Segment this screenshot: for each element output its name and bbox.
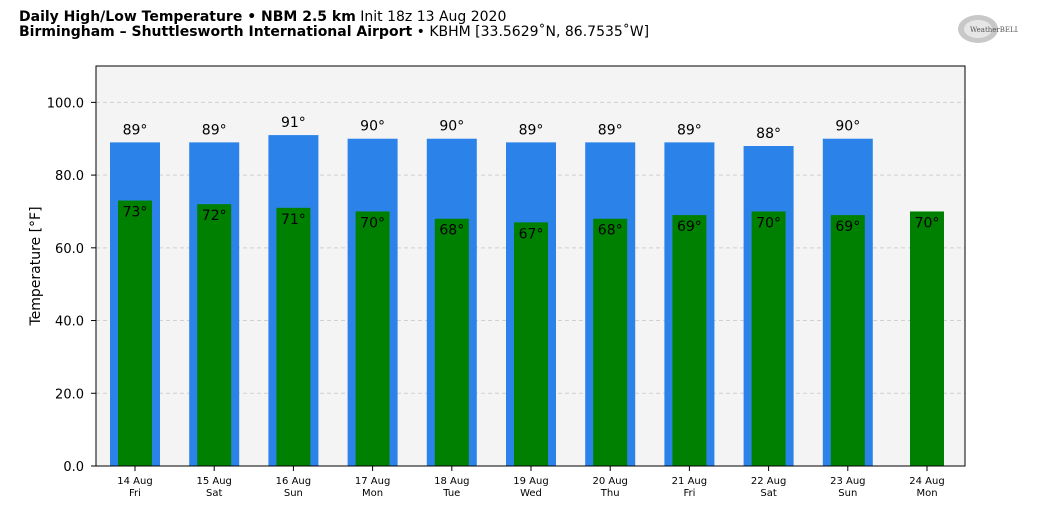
logo-text: WeatherBELL: [970, 26, 1018, 34]
low-temp-label: 70°: [360, 215, 385, 231]
x-tick-date: 21 Aug: [672, 476, 707, 487]
x-tick-date: 20 Aug: [592, 476, 627, 487]
high-temp-label: 89°: [677, 122, 702, 138]
low-temp-bar: [672, 215, 707, 466]
low-temp-label: 72°: [202, 208, 227, 224]
low-temp-label: 68°: [598, 223, 623, 239]
x-tick-day: Thu: [600, 488, 620, 499]
high-temp-label: 91°: [281, 115, 306, 131]
y-tick-label: 40.0: [55, 315, 84, 330]
low-temp-label: 73°: [123, 205, 148, 221]
x-tick-date: 23 Aug: [830, 476, 865, 487]
high-temp-label: 89°: [202, 122, 227, 138]
chart-title-main: Daily High/Low Temperature • NBM 2.5 km: [19, 9, 356, 25]
high-temp-label: 90°: [360, 119, 385, 135]
low-temp-label: 70°: [756, 215, 781, 231]
low-temp-label: 70°: [915, 215, 940, 231]
x-tick-day: Tue: [442, 488, 460, 499]
low-temp-label: 69°: [677, 219, 702, 235]
low-temp-label: 67°: [519, 226, 544, 242]
bars: [110, 135, 944, 466]
chart-init-time: Init 18z 13 Aug 2020: [360, 9, 507, 25]
chart-title: Daily High/Low Temperature • NBM 2.5 km …: [19, 9, 506, 25]
low-temp-bar: [830, 215, 865, 466]
high-temp-label: 89°: [123, 122, 148, 138]
high-temp-label: 89°: [598, 122, 623, 138]
low-temp-bar: [118, 200, 152, 466]
x-tick-date: 18 Aug: [434, 476, 469, 487]
low-temp-bar: [910, 211, 944, 466]
low-temp-label: 71°: [281, 212, 306, 228]
data-labels: 89° 73° 89° 72° 91° 71° 90° 70° 90° 68° 89° 67° 89° 6…: [123, 115, 940, 242]
chart-location: Birmingham – Shuttlesworth International…: [19, 24, 649, 40]
y-tick-label: 80.0: [55, 169, 84, 184]
low-temp-bar: [751, 211, 786, 466]
high-temp-label: 90°: [439, 119, 464, 135]
low-temp-bar: [434, 218, 469, 466]
y-axis-label: Temperature [°F]: [28, 206, 44, 326]
location-coordinates: • KBHM [33.5629˚N, 86.7535˚W]: [416, 24, 650, 40]
low-temp-label: 68°: [439, 223, 464, 239]
high-temp-label: 88°: [756, 126, 781, 142]
low-temp-label: 69°: [835, 219, 860, 235]
x-tick-day: Wed: [520, 488, 542, 499]
y-tick-label: 20.0: [55, 387, 84, 402]
y-tick-label: 60.0: [55, 242, 84, 257]
x-tick-date: 17 Aug: [355, 476, 390, 487]
x-tick-date: 15 Aug: [196, 476, 231, 487]
y-tick-label: 100.0: [47, 96, 84, 111]
x-tick-day: Fri: [683, 488, 695, 499]
x-tick-date: 16 Aug: [276, 476, 311, 487]
weatherbell-logo: WeatherBELL: [958, 15, 1018, 43]
x-tick-day: Sun: [284, 488, 303, 499]
x-tick-day: Sat: [760, 488, 776, 499]
y-axis: 0.0 20.0 40.0 60.0 80.0 100.0: [47, 96, 96, 475]
low-temp-bar: [276, 207, 311, 466]
x-tick-day: Mon: [362, 488, 383, 499]
x-tick-date: 19 Aug: [513, 476, 548, 487]
x-tick-day: Fri: [129, 488, 141, 499]
location-name: Birmingham – Shuttlesworth International…: [19, 24, 413, 40]
y-tick-label: 0.0: [63, 460, 84, 475]
x-tick-date: 22 Aug: [751, 476, 786, 487]
x-tick-date: 24 Aug: [909, 476, 944, 487]
high-temp-label: 90°: [835, 119, 860, 135]
x-tick-day: Sun: [838, 488, 857, 499]
x-tick-day: Sat: [206, 488, 222, 499]
low-temp-bar: [197, 204, 232, 466]
low-temp-bar: [593, 218, 628, 466]
x-tick-day: Mon: [916, 488, 937, 499]
plot-frame: [95, 65, 966, 467]
high-temp-label: 89°: [519, 122, 544, 138]
x-tick-date: 14 Aug: [117, 476, 152, 487]
low-temp-bar: [514, 222, 548, 466]
low-temp-bar: [355, 211, 390, 466]
